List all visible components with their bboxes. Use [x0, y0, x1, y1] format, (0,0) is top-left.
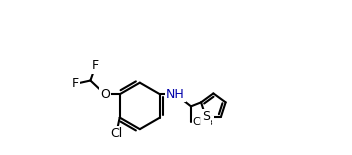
Text: F: F [92, 59, 99, 72]
Text: Cl: Cl [110, 127, 122, 140]
Text: S: S [202, 110, 210, 123]
Text: F: F [71, 78, 78, 91]
Text: CH₃: CH₃ [193, 117, 213, 127]
Text: O: O [100, 88, 110, 101]
Text: NH: NH [166, 88, 185, 101]
